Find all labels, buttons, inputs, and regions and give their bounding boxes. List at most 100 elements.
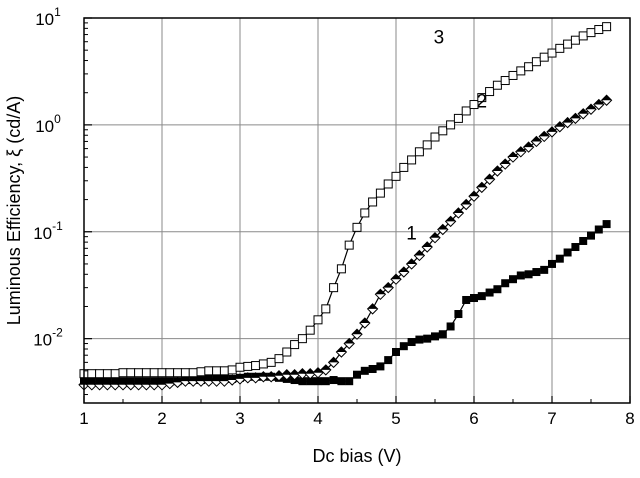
series-3-point [196, 367, 206, 377]
series-2-point [530, 135, 543, 148]
series-3-point [594, 25, 604, 35]
series-3-point [110, 369, 120, 379]
series-1-point [438, 330, 447, 339]
series-3-point [235, 362, 245, 372]
series-2-point [577, 108, 589, 120]
series-2-point [93, 379, 106, 391]
series-2-point [242, 372, 254, 384]
series-3-point [212, 366, 222, 376]
series-1-point [454, 310, 463, 319]
series-1-point [321, 377, 330, 386]
series-3-point [102, 369, 112, 379]
series-1-point [602, 220, 611, 229]
series-2-point [429, 231, 441, 244]
y-tick-label: 10-2 [33, 326, 63, 350]
series-2-label: 2 [477, 92, 488, 113]
series-3-point [297, 334, 307, 344]
series-1-point [329, 376, 338, 385]
series-layer [78, 22, 613, 391]
y-tick-label: 100 [35, 112, 61, 136]
series-3-point [555, 43, 565, 53]
series-2-point [132, 379, 145, 391]
series-1-point [399, 342, 408, 351]
series-1-point [477, 292, 486, 301]
plot-frame [83, 17, 631, 404]
series-2-point [515, 146, 527, 158]
x-tick-label: 5 [391, 409, 400, 428]
series-2-point [187, 375, 199, 387]
series-2-point [398, 266, 410, 278]
series-1-point [376, 362, 385, 371]
series-3-point [243, 361, 253, 371]
series-2-point [320, 364, 332, 376]
series-2-point [327, 356, 340, 369]
y-tick-label: 101 [35, 5, 61, 29]
series-3-point [165, 368, 175, 378]
series-2-point [585, 103, 597, 115]
series-3-point [469, 100, 479, 110]
series-2-point [561, 116, 574, 129]
series-2-point [468, 190, 480, 202]
series-2-point [382, 281, 394, 294]
series-3-point [251, 361, 261, 371]
series-3-point [258, 359, 268, 369]
series-3-point [266, 357, 276, 367]
series-2-point [593, 98, 605, 111]
series-3-point [305, 325, 315, 335]
grid-lines [84, 18, 630, 403]
series-2-point [476, 181, 488, 194]
series-1-point [392, 348, 400, 357]
series-3-point [368, 197, 378, 207]
series-3-point [227, 365, 237, 375]
series-3-point [500, 76, 510, 86]
series-3-point [414, 147, 424, 157]
series-3-point [438, 126, 448, 136]
series-1-point [407, 338, 416, 347]
series-3-point [524, 62, 534, 72]
x-tick-label: 6 [469, 409, 478, 428]
series-3-point [477, 93, 487, 103]
series-labels: 1 2 3 [406, 27, 487, 244]
x-tick-label: 2 [157, 409, 166, 428]
series-2-point [281, 368, 293, 381]
series-2-point [179, 375, 192, 387]
series-2-point [148, 379, 160, 391]
series-3-point [352, 222, 362, 232]
series-3-point [118, 368, 128, 378]
series-2-point [140, 379, 153, 391]
series-3-point [570, 35, 580, 45]
series-2-point [538, 130, 550, 143]
series-3-point [446, 120, 456, 130]
series-1-point [384, 356, 393, 365]
series-1-point [431, 332, 439, 341]
series-2-point [444, 215, 457, 228]
series-3-point [586, 28, 596, 38]
series-1-point [314, 377, 322, 386]
series-2-point [335, 346, 348, 358]
series-3-point [383, 179, 393, 189]
series-1-point [298, 377, 307, 386]
series-3-point [391, 171, 401, 181]
series-2-point [460, 198, 472, 211]
series-2-point [195, 375, 207, 387]
series-1-point [415, 335, 424, 344]
series-3-point [344, 240, 354, 250]
series-1-point [485, 288, 494, 297]
series-1-point [501, 279, 510, 288]
series-3-point [290, 340, 300, 350]
series-2-point [569, 112, 582, 125]
series-1-point [470, 294, 478, 303]
series-3 [79, 22, 612, 379]
series-3-point [134, 368, 144, 378]
series-1-point [587, 231, 595, 240]
series-1-point [563, 248, 572, 257]
series-3-point [204, 366, 214, 376]
series-1-point [446, 322, 455, 331]
series-3-point [282, 347, 292, 357]
series-3-point [274, 354, 284, 364]
series-3-point [578, 31, 588, 41]
series-3-point [461, 106, 471, 116]
series-2-point [507, 151, 519, 163]
series-3-point [180, 368, 190, 378]
